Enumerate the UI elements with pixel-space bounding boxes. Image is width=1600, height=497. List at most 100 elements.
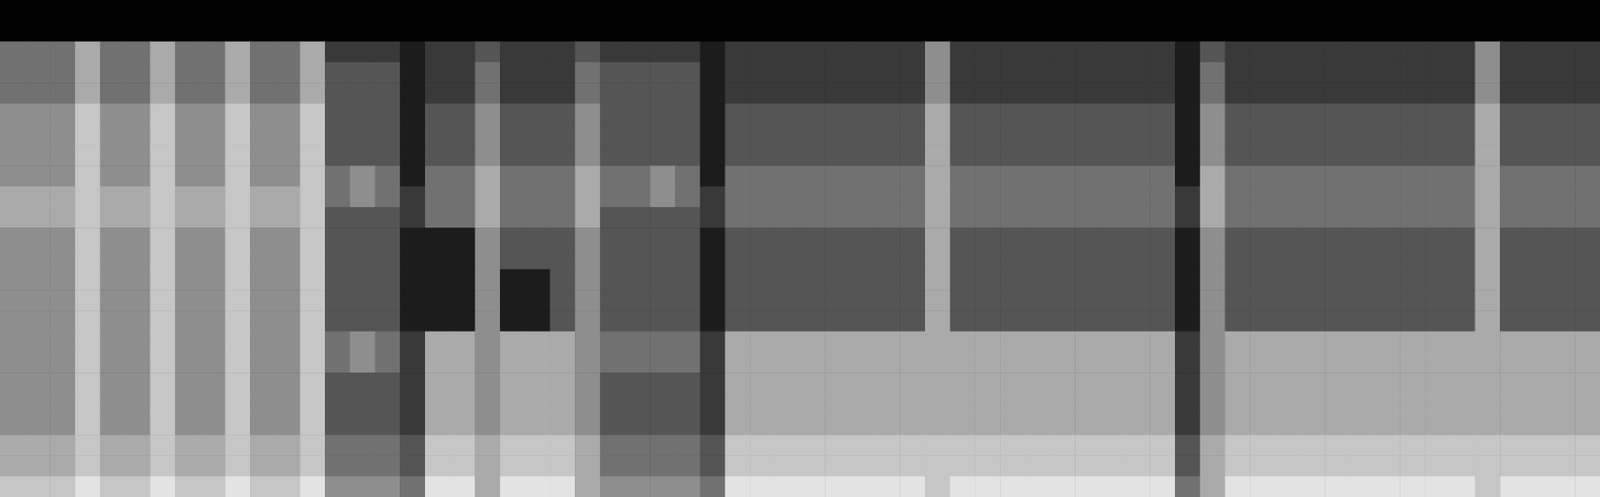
cell <box>350 455 376 477</box>
cell <box>1450 476 1476 497</box>
cell <box>1399 331 1425 354</box>
cell <box>125 476 151 497</box>
cell <box>1149 289 1175 312</box>
cell <box>425 103 451 125</box>
cell <box>324 62 351 84</box>
cell <box>299 269 325 291</box>
cell <box>1249 269 1276 291</box>
cell <box>649 124 676 146</box>
cell <box>1025 20 1051 42</box>
cell <box>875 269 901 291</box>
cell <box>450 186 476 209</box>
cell <box>100 0 126 22</box>
cell <box>574 455 601 477</box>
cell <box>74 393 101 416</box>
cell <box>574 289 601 312</box>
cell <box>224 414 250 436</box>
cell <box>850 124 876 146</box>
cell <box>1399 269 1425 291</box>
cell <box>1249 248 1276 271</box>
cell <box>1574 310 1600 332</box>
cell <box>74 186 101 209</box>
cell <box>1100 372 1126 394</box>
cell <box>1050 165 1076 187</box>
cell <box>350 434 376 457</box>
cell <box>175 103 201 125</box>
cell <box>100 227 126 249</box>
cell <box>1249 124 1276 146</box>
cell <box>1200 186 1226 209</box>
cell <box>350 372 376 394</box>
cell <box>800 455 826 477</box>
background <box>0 0 1600 497</box>
cell <box>1074 269 1101 291</box>
cell <box>200 62 226 84</box>
cell <box>649 62 676 84</box>
cell <box>675 455 701 477</box>
cell <box>1350 227 1376 249</box>
cell <box>1574 82 1600 105</box>
cell <box>175 434 201 457</box>
cell <box>1550 207 1576 229</box>
cell <box>275 124 301 146</box>
cell <box>224 289 250 312</box>
cell <box>1275 476 1301 497</box>
cell <box>1350 20 1376 42</box>
cell <box>875 144 901 167</box>
cell <box>25 414 51 436</box>
cell <box>149 414 176 436</box>
cell <box>800 352 826 374</box>
cell <box>824 207 851 229</box>
cell <box>850 144 876 167</box>
cell <box>224 393 250 416</box>
cell <box>775 186 801 209</box>
cell <box>149 165 176 187</box>
cell <box>924 41 951 64</box>
cell <box>474 289 500 312</box>
cell <box>999 82 1026 105</box>
cell <box>950 144 976 167</box>
cell <box>1125 414 1151 436</box>
cell <box>474 248 500 271</box>
cell <box>324 434 351 457</box>
cell <box>1324 248 1351 271</box>
cell <box>299 455 325 477</box>
cell <box>974 248 1000 271</box>
cell <box>800 62 826 84</box>
cell <box>224 82 250 105</box>
cell <box>1300 165 1326 187</box>
cell <box>1074 352 1101 374</box>
cell <box>275 82 301 105</box>
cell <box>175 62 201 84</box>
cell <box>1574 248 1600 271</box>
cell <box>1550 144 1576 167</box>
cell <box>549 124 575 146</box>
cell <box>350 227 376 249</box>
cell <box>1074 248 1101 271</box>
cell <box>1125 269 1151 291</box>
cell <box>600 82 626 105</box>
cell <box>724 372 750 394</box>
cell <box>775 372 801 394</box>
cell <box>775 20 801 42</box>
cell <box>1300 310 1326 332</box>
cell <box>224 331 250 354</box>
cell <box>775 165 801 187</box>
cell <box>1399 414 1425 436</box>
cell <box>824 434 851 457</box>
cell <box>649 248 676 271</box>
cell <box>1200 248 1226 271</box>
cell <box>1100 20 1126 42</box>
cell <box>600 124 626 146</box>
cell <box>200 289 226 312</box>
cell <box>1525 289 1551 312</box>
cell <box>1574 62 1600 84</box>
cell <box>1050 248 1076 271</box>
cell <box>899 414 925 436</box>
cell <box>74 289 101 312</box>
cell <box>100 331 126 354</box>
cell <box>1525 227 1551 249</box>
cell <box>800 227 826 249</box>
cell <box>775 41 801 64</box>
cell <box>1574 455 1600 477</box>
